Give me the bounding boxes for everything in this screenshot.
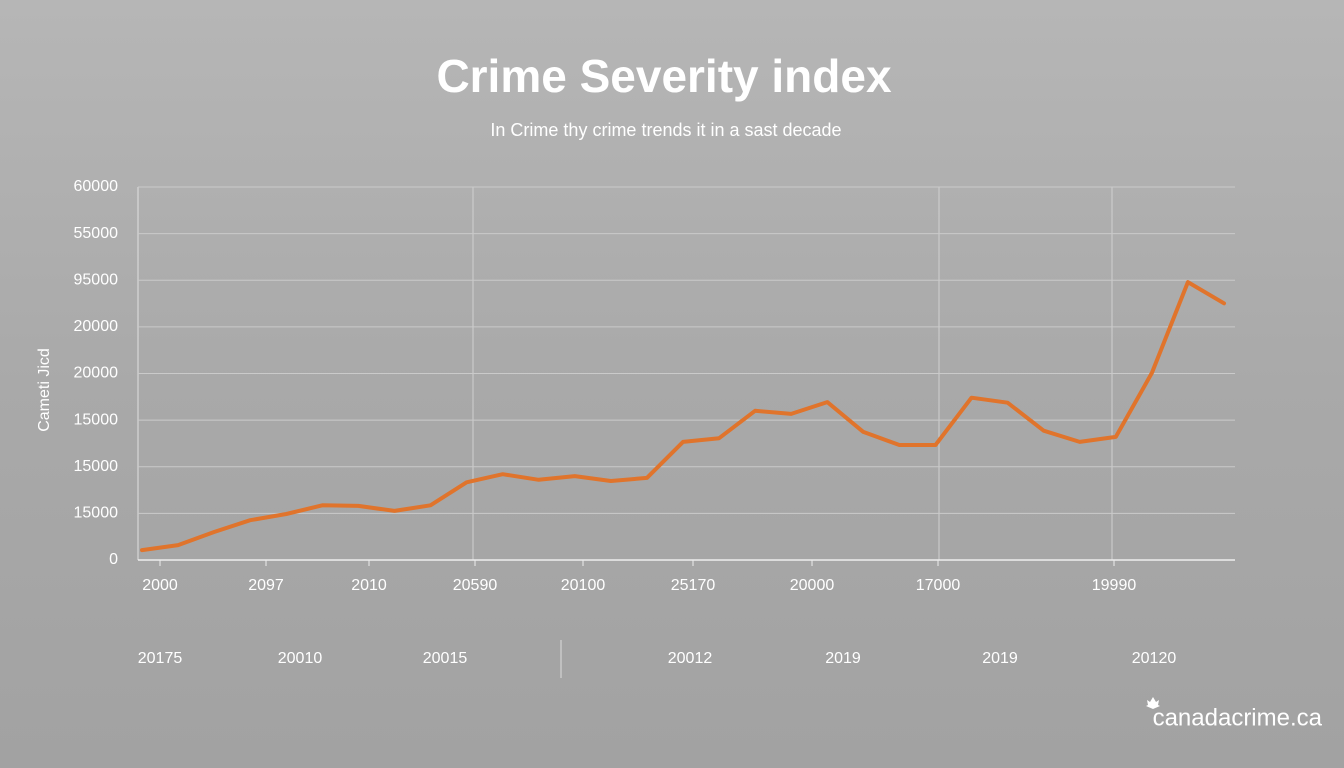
y-axis-title: Cameti Jicd: [36, 348, 53, 432]
x-tick-label: 20012: [668, 650, 713, 667]
maple-leaf-icon: [1146, 697, 1160, 709]
y-tick-label: 15000: [74, 505, 119, 522]
data-line: [140, 280, 1226, 553]
x-tick-label: 25170: [671, 577, 716, 594]
chart-subtitle: In Crime thy crime trends it in a sast d…: [490, 120, 841, 140]
x-tick-label: 20590: [453, 577, 498, 594]
x-tick-label: 20175: [138, 650, 183, 667]
y-tick-label: 20000: [74, 318, 119, 335]
y-tick-label: 95000: [74, 271, 119, 288]
x-tick-label: 20010: [278, 650, 323, 667]
x-tick-label: 20100: [561, 577, 606, 594]
watermark: canadacrime.ca: [1153, 704, 1323, 731]
x-tick-label: 20000: [790, 577, 835, 594]
x-tick-label: 2019: [982, 650, 1018, 667]
x-tick-label: 2097: [248, 577, 284, 594]
y-tick-label: 15000: [74, 458, 119, 475]
x-tick-label: 20015: [423, 650, 468, 667]
x-tick-label: 2019: [825, 650, 861, 667]
chart-title: Crime Severity index: [436, 50, 892, 102]
y-tick-label: 55000: [74, 225, 119, 242]
y-tick-label: 20000: [74, 365, 119, 382]
x-tick-label: 20120: [1132, 650, 1177, 667]
x-tick-label: 19990: [1092, 577, 1137, 594]
x-tick-label: 2000: [142, 577, 178, 594]
y-tick-label: 60000: [74, 178, 119, 195]
x-tick-label: 17000: [916, 577, 961, 594]
y-tick-label: 0: [109, 551, 118, 568]
x-tick-label: 2010: [351, 577, 387, 594]
y-tick-label: 15000: [74, 411, 119, 428]
